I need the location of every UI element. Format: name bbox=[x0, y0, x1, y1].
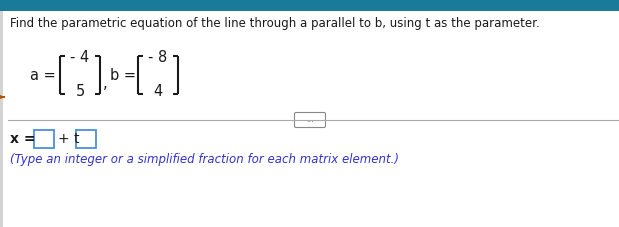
Bar bbox=[0, 11, 3, 227]
Text: 5: 5 bbox=[76, 84, 85, 99]
Text: ...: ... bbox=[306, 116, 314, 124]
Text: + t: + t bbox=[58, 132, 79, 146]
Text: - 4: - 4 bbox=[71, 50, 90, 66]
Text: - 8: - 8 bbox=[149, 50, 168, 66]
FancyBboxPatch shape bbox=[295, 113, 326, 128]
Text: 4: 4 bbox=[154, 84, 163, 99]
FancyBboxPatch shape bbox=[76, 130, 96, 148]
Text: x =: x = bbox=[10, 132, 35, 146]
Text: a =: a = bbox=[30, 67, 56, 82]
Text: (Type an integer or a simplified fraction for each matrix element.): (Type an integer or a simplified fractio… bbox=[10, 153, 399, 165]
Text: b =: b = bbox=[110, 67, 136, 82]
FancyBboxPatch shape bbox=[34, 130, 54, 148]
Bar bbox=[0, 0, 619, 11]
Text: Find the parametric equation of the line through a parallel to b, using t as the: Find the parametric equation of the line… bbox=[10, 17, 540, 30]
Text: ,: , bbox=[103, 76, 108, 91]
